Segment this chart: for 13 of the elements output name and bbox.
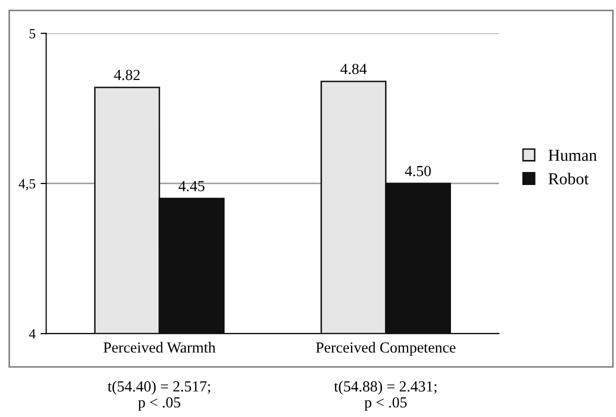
data-label: 4.50 — [404, 166, 431, 176]
x-tick-label: Perceived Warmth — [104, 342, 216, 353]
data-label: 4.82 — [114, 70, 140, 80]
data-label: 4.45 — [178, 181, 204, 192]
legend-label: Human — [548, 150, 597, 161]
legend-label: Robot — [548, 172, 589, 184]
x-tick-label: Perceived Competence — [316, 342, 456, 356]
y-tick-label: 5 — [30, 29, 36, 38]
y-tick-label: 4,5 — [18, 179, 36, 190]
text: t(54.88) = 2.431; p < .05 — [334, 380, 436, 411]
data-label: 4.84 — [340, 64, 367, 74]
text: t(54.40) = 2.517; p < .05 — [108, 380, 210, 411]
y-tick-label: 4 — [29, 329, 36, 338]
